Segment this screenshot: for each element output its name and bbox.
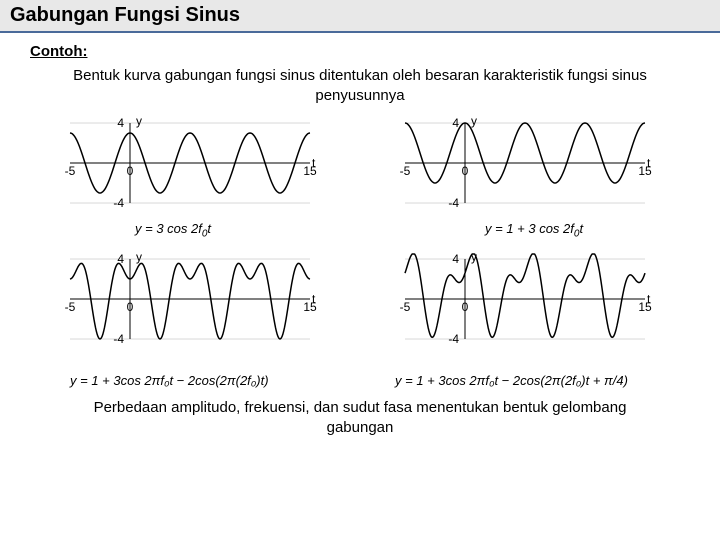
page-title: Gabungan Fungsi Sinus <box>0 0 720 33</box>
svg-text:y: y <box>136 250 142 264</box>
svg-text:y: y <box>471 250 477 264</box>
content-area: Contoh: Bentuk kurva gabungan fungsi sin… <box>0 33 720 437</box>
bottom-description: Perbedaan amplitudo, frekuensi, dan sudu… <box>70 398 650 437</box>
chart-3: -5015-44yt <box>40 249 345 379</box>
svg-text:0: 0 <box>462 164 469 178</box>
chart-2: -5015-44yty = 1 + 3 cos 2f0t <box>375 113 680 243</box>
svg-text:-4: -4 <box>448 332 459 346</box>
svg-text:0: 0 <box>462 300 469 314</box>
svg-text:0: 0 <box>127 164 134 178</box>
svg-text:-4: -4 <box>113 332 124 346</box>
svg-text:4: 4 <box>452 252 459 266</box>
svg-text:-5: -5 <box>400 164 411 178</box>
chart-1: -5015-44yty = 3 cos 2f0t <box>40 113 345 243</box>
svg-text:4: 4 <box>452 116 459 130</box>
svg-text:-5: -5 <box>65 300 76 314</box>
svg-text:-5: -5 <box>400 300 411 314</box>
svg-text:4: 4 <box>117 252 124 266</box>
svg-text:y: y <box>471 114 477 128</box>
svg-text:4: 4 <box>117 116 124 130</box>
svg-text:-4: -4 <box>113 196 124 210</box>
svg-text:-4: -4 <box>448 196 459 210</box>
svg-text:y: y <box>136 114 142 128</box>
svg-text:0: 0 <box>127 300 134 314</box>
description: Bentuk kurva gabungan fungsi sinus diten… <box>70 66 650 105</box>
example-label: Contoh: <box>30 43 690 60</box>
svg-text:-5: -5 <box>65 164 76 178</box>
chart-4: -5015-44yt <box>375 249 680 379</box>
charts-grid: -5015-44yty = 3 cos 2f0t -5015-44yty = 1… <box>40 113 680 379</box>
